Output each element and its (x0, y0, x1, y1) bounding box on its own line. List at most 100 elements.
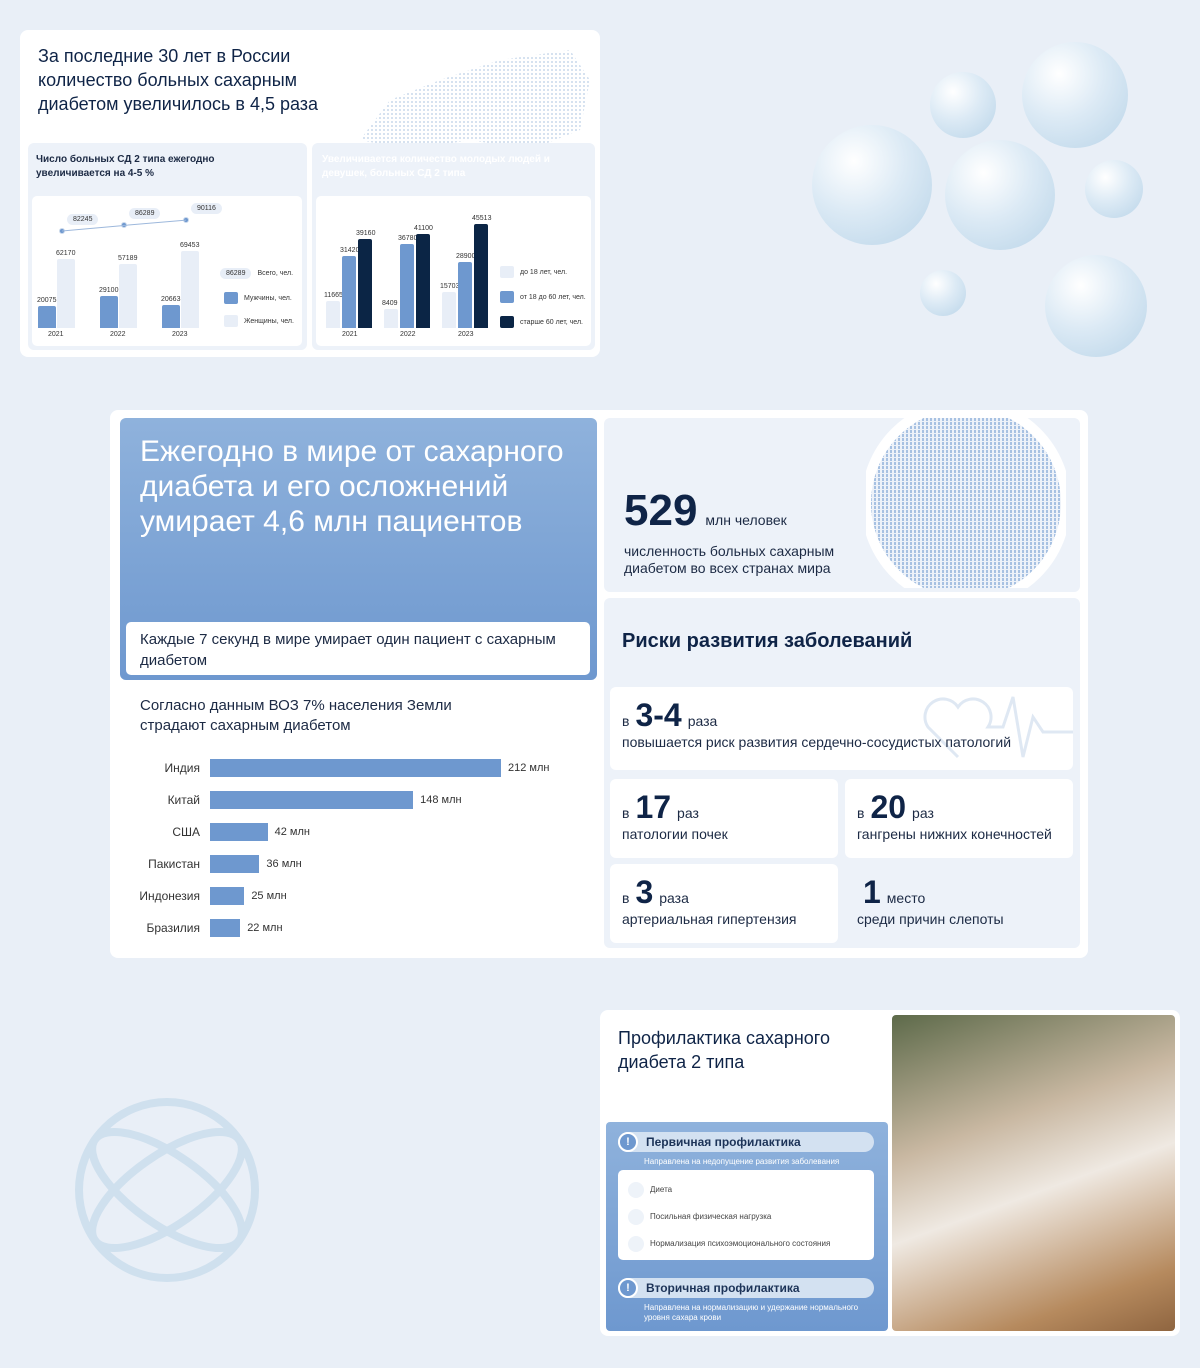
data-label: 8409 (382, 299, 398, 307)
bar (416, 234, 430, 328)
y-tick-label: США (172, 825, 200, 839)
world-stats-card: Ежегодно в мире от сахарного диабета и е… (110, 410, 1088, 958)
data-label: 29100 (99, 286, 119, 294)
who-text: Согласно данным ВОЗ 7% населения Земли с… (140, 697, 452, 734)
legend-swatch (224, 292, 238, 304)
chart-title: Число больных СД 2 типа ежегодно увеличи… (36, 154, 215, 179)
risk-card: в 20 раз гангрены нижних конечностей (845, 779, 1073, 858)
data-label: 41100 (414, 225, 433, 233)
data-label: 25 млн (251, 890, 287, 902)
risk-desc: артериальная гипертензия (622, 911, 797, 927)
data-label: 11665 (324, 292, 343, 300)
risk-value-row: в 3 раза (622, 874, 826, 911)
risk-value-row: в 20 раз (857, 789, 1061, 826)
legend-swatch (500, 266, 514, 278)
bar (210, 855, 260, 873)
x-tick-label: 2021 (48, 331, 64, 338)
data-label: 69453 (180, 241, 200, 249)
line-label: 90116 (191, 203, 222, 215)
risk-card: в 3-4 раза повышается риск развития сердечн… (610, 687, 1073, 770)
risk-desc: гангрены нижних конечностей (857, 826, 1052, 842)
y-tick-label: Бразилия (146, 921, 201, 935)
y-tick-label: Индия (164, 761, 200, 775)
legend-label: Всего, чел. (257, 270, 294, 277)
y-tick-label: Пакистан (148, 857, 200, 871)
bar (210, 823, 268, 841)
legend-item: 86289 Всего, чел. (220, 268, 293, 279)
decor-molecule (1022, 42, 1128, 148)
bar (210, 791, 414, 809)
stat-desc: численность больных сахарным диабетом во… (624, 543, 835, 576)
risk-value-row: 1 место (857, 874, 1061, 911)
data-label: 212 млн (508, 762, 550, 774)
secondary-header[interactable]: ! Вторичная профилактика (618, 1278, 874, 1298)
legend-label: до 18 лет, чел. (520, 268, 568, 276)
total-line (61, 219, 187, 232)
bar (442, 292, 456, 328)
bar (384, 308, 398, 328)
risk-suffix: раза (659, 890, 689, 906)
x-tick-label: 2022 (110, 331, 126, 338)
legend-item: старше 60 лет, чел. (500, 316, 583, 328)
bar (358, 238, 372, 328)
chart-title: Увеличивается количество молодых людей и… (322, 154, 550, 179)
risk-value: 3-4 (635, 697, 682, 733)
bar (119, 264, 137, 328)
data-label: 45513 (472, 215, 492, 222)
bar (458, 261, 472, 328)
data-label: 22 млн (247, 922, 283, 934)
x-tick-label: 2022 (400, 331, 416, 338)
prevention-card: Профилактика сахарного диабета 2 типа ! … (600, 1010, 1180, 1336)
risk-card: 1 место среди причин слепоты (845, 864, 1073, 943)
legend-swatch (224, 315, 238, 327)
headline-panel: Ежегодно в мире от сахарного диабета и е… (120, 418, 597, 680)
risk-desc: среди причин слепоты (857, 911, 1004, 927)
bar (342, 256, 356, 328)
exclamation-icon: ! (618, 1278, 638, 1298)
risk-value: 17 (635, 789, 672, 825)
age-chart-panel: Увеличивается количество молодых людей и… (312, 143, 595, 350)
decor-molecule (920, 270, 966, 316)
stat-unit: млн человек (705, 512, 787, 528)
sneaker-icon (628, 1208, 644, 1225)
legend-swatch (500, 291, 514, 303)
risk-value: 1 (863, 874, 881, 910)
risks-title: Риски развития заболеваний (622, 630, 913, 652)
data-label: 36780 (398, 234, 418, 242)
risk-suffix: раза (687, 713, 718, 729)
risk-desc: патологии почек (622, 826, 728, 842)
card-title: За последние 30 лет в России количество … (38, 46, 319, 114)
legend-swatch (500, 316, 514, 328)
primary-header[interactable]: ! Первичная профилактика (618, 1132, 874, 1152)
legend-item: до 18 лет, чел. (500, 266, 567, 278)
bar (210, 887, 245, 905)
secondary-label: Вторичная профилактика (646, 1281, 800, 1295)
exclamation-icon: ! (618, 1132, 638, 1152)
data-label: 42 млн (274, 826, 310, 838)
risk-card: в 3 раза артериальная гипертензия (610, 864, 838, 943)
risk-value: 20 (870, 789, 907, 825)
note-box: Каждые 7 секунд в мире умирает один паци… (126, 622, 590, 675)
line-label: 82245 (67, 214, 99, 225)
legend-label: от 18 до 60 лет, чел. (520, 293, 586, 301)
risk-prefix: в (622, 713, 630, 729)
data-label: 39160 (356, 229, 376, 237)
country-bar-chart: Индия 212 млн Китай 148 млн США 42 млн Пакиста… (130, 755, 590, 945)
world-count-panel: 529 млн человек численность больных саха… (604, 418, 1080, 592)
decor-molecule (945, 140, 1055, 250)
risk-prefix: в (622, 805, 630, 821)
secondary-desc: Направлена на нормализацию и удержание н… (644, 1303, 859, 1322)
legend-label: старше 60 лет, чел. (520, 318, 583, 326)
legend-item: от 18 до 60 лет, чел. (500, 291, 586, 303)
data-label: 57189 (118, 255, 138, 263)
bar (474, 224, 488, 328)
stat-number: 529 (624, 486, 698, 535)
legend-item: Мужчины, чел. (224, 292, 292, 304)
data-label: 62170 (56, 249, 76, 257)
line-label: 86289 (129, 208, 161, 220)
prevention-title: Профилактика сахарного диабета 2 типа (618, 1028, 830, 1072)
primary-label: Первичная профилактика (646, 1135, 801, 1149)
x-tick-label: 2021 (342, 331, 358, 338)
decor-molecule (812, 125, 932, 245)
russia-stats-card: За последние 30 лет в России количество … (20, 30, 600, 357)
